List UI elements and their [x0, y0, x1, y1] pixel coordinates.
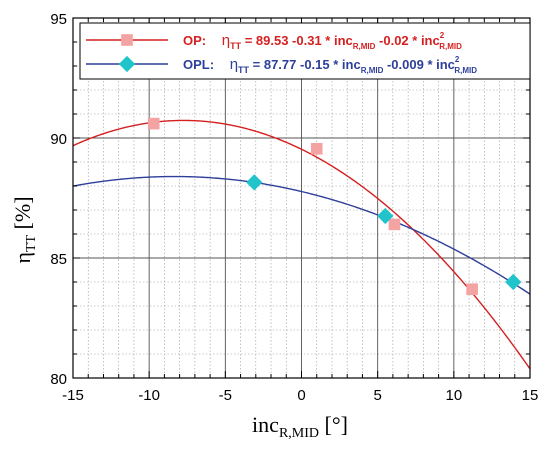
y-axis-title: ηTT [%]	[10, 196, 39, 263]
fit-curve-opl	[72, 175, 531, 295]
data-point-op	[466, 283, 478, 296]
x-axis-title-unit: [°]	[325, 412, 348, 437]
y-axis-title-main: η	[10, 252, 35, 264]
y-tick-label: 90	[50, 131, 67, 148]
legend-series-name: OPL:	[183, 57, 214, 72]
legend-inc-sub2: R,MID	[439, 42, 462, 51]
y-tick-label: 85	[50, 251, 67, 268]
y-axis-title-sub: TT	[24, 234, 39, 252]
data-point-op	[388, 218, 401, 231]
y-axis-title-unit: [%]	[10, 196, 35, 229]
legend-inc-sup: 2	[455, 55, 460, 64]
tick-labels: -15 -10 -5 0 5 10 15 80 85 90 95	[50, 11, 538, 404]
axis-ticks	[72, 17, 531, 379]
legend-equation-part2: -0.02 * inc	[375, 33, 439, 48]
legend-marker-opl	[118, 55, 136, 73]
legend-marker-op	[121, 34, 133, 46]
data-point-op	[147, 117, 160, 130]
y-tick-label: 80	[50, 371, 67, 388]
data-point-opl	[505, 273, 522, 291]
x-tick-label: 10	[445, 387, 462, 404]
legend-box	[79, 22, 531, 80]
legend-eta: η	[222, 32, 230, 49]
x-tick-label: 15	[522, 387, 539, 404]
legend-inc-sub2: R,MID	[454, 66, 477, 75]
x-tick-label: -10	[138, 387, 160, 404]
y-tick-label: 95	[50, 11, 67, 28]
legend-inc-sup: 2	[440, 31, 445, 40]
legend-inc-sub1: R,MID	[361, 66, 384, 75]
data-point-opl	[377, 207, 394, 225]
x-axis-title: incR,MID [°]	[252, 412, 348, 441]
x-axis-title-sub: R,MID	[279, 426, 319, 441]
legend-label-op: OP: ηTT = 89.53 -0.31 * incR,MID -0.02 *…	[183, 31, 462, 51]
legend-eta-sub: TT	[230, 41, 241, 51]
x-tick-label: 5	[373, 387, 381, 404]
data-point-op	[310, 143, 323, 155]
data-markers	[147, 117, 522, 296]
legend-eta: η	[230, 56, 238, 73]
legend-equation-part1: = 89.53 -0.31 * inc	[241, 33, 353, 48]
legend-label-opl: OPL: ηTT = 87.77 -0.15 * incR,MID -0.009…	[183, 55, 477, 75]
legend-eta-sub: TT	[238, 65, 249, 75]
legend-inc-sub1: R,MID	[353, 42, 376, 51]
legend: OP: ηTT = 89.53 -0.31 * incR,MID -0.02 *…	[79, 22, 531, 80]
x-tick-label: 0	[297, 387, 305, 404]
legend-equation-part1: = 87.77 -0.15 * inc	[249, 57, 361, 72]
data-point-opl	[246, 174, 263, 191]
legend-equation-part2: -0.009 * inc	[383, 57, 455, 72]
x-axis-title-main: inc	[252, 412, 279, 437]
x-tick-label: -5	[219, 387, 232, 404]
x-tick-label: -15	[62, 387, 84, 404]
legend-series-name: OP:	[183, 33, 206, 48]
